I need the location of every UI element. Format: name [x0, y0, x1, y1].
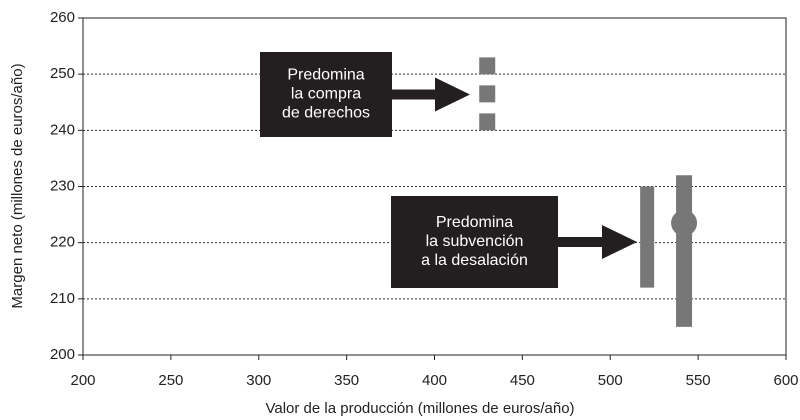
x-tick-label: 200 [70, 372, 95, 389]
annotation-box [260, 52, 392, 137]
plot-frame [82, 17, 787, 356]
annotation-arrow [392, 77, 470, 112]
x-tick-label: 350 [334, 372, 359, 389]
x-tick-label: 300 [246, 372, 271, 389]
y-tick-label: 220 [50, 234, 75, 251]
x-tick-label: 600 [773, 372, 798, 389]
y-tick-label: 240 [50, 121, 75, 138]
annotation-text: la compra [291, 86, 361, 103]
x-tick-label: 450 [510, 372, 535, 389]
x-tick-label: 500 [598, 372, 623, 389]
y-tick-label: 200 [50, 346, 75, 363]
annotation-text: Predomina [436, 214, 513, 231]
mid-marker [671, 210, 698, 237]
x-tick-label: 250 [158, 372, 183, 389]
annotation-text: a la desalación [421, 252, 528, 269]
y-tick-label: 260 [50, 9, 75, 26]
x-tick-label: 550 [686, 372, 711, 389]
y-tick-label: 230 [50, 177, 75, 194]
annotation-text: de derechos [282, 105, 370, 122]
y-tick-label: 210 [50, 290, 75, 307]
annotation-box [391, 196, 558, 288]
x-tick-label: 400 [422, 372, 447, 389]
annotation-arrow [558, 225, 637, 259]
annotation-text: Predomina [287, 67, 364, 84]
y-axis-label: Margen neto (millones de euros/año) [9, 63, 26, 308]
x-axis-label: Valor de la producción (millones de euro… [265, 400, 574, 417]
annotation-text: la subvención [426, 233, 524, 250]
y-tick-label: 250 [50, 65, 75, 82]
